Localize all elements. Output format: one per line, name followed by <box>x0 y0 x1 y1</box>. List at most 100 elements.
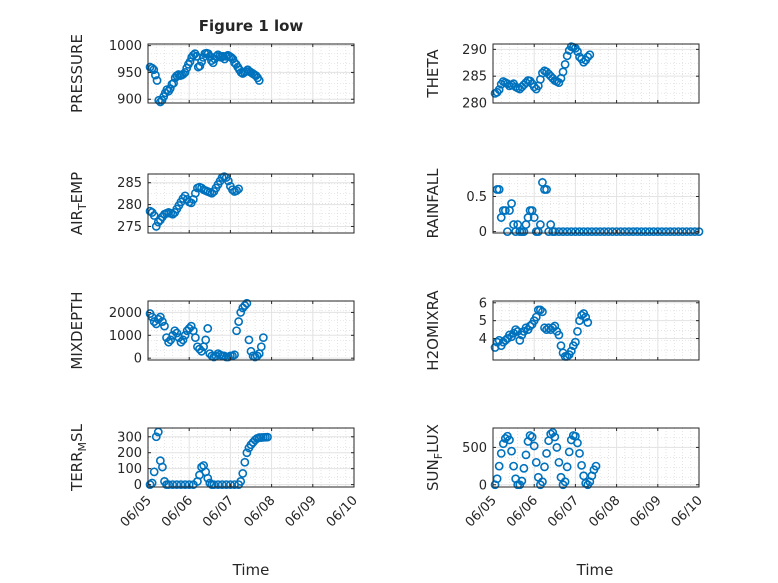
y-tick-label: 1000 <box>109 39 142 54</box>
data-point <box>201 335 211 345</box>
data-point <box>256 342 266 352</box>
data-point <box>180 330 190 340</box>
data-point <box>244 335 254 345</box>
y-tick-label: 0 <box>134 478 142 493</box>
data-point <box>653 227 663 236</box>
data-point <box>240 301 250 310</box>
data-point <box>583 318 593 327</box>
data-point <box>573 47 582 56</box>
data-point <box>169 78 178 88</box>
subplot-0: 900 950 1000 PRESSURE <box>68 34 355 113</box>
data-point <box>521 450 531 460</box>
data-point <box>517 476 527 486</box>
data-point <box>158 462 167 472</box>
data-point <box>620 227 630 236</box>
data-point <box>554 330 564 340</box>
data-point <box>500 206 510 215</box>
data-point <box>203 473 213 483</box>
data-point <box>562 462 572 472</box>
y-axis-label-0: PRESSURE <box>68 34 86 113</box>
y-axis-label-7: SUNFLUX <box>424 424 445 491</box>
data-point <box>529 213 539 222</box>
data-point <box>591 461 601 471</box>
data-point <box>505 330 514 340</box>
y-tick-label: 275 <box>117 220 142 235</box>
data-point <box>669 227 679 236</box>
data-point <box>562 51 572 61</box>
y-tick-label: 1000 <box>109 329 142 344</box>
data-point <box>168 209 178 219</box>
data-point <box>223 176 233 186</box>
data-point <box>550 432 560 442</box>
data-point <box>566 346 576 356</box>
data-point <box>225 480 235 490</box>
data-point <box>180 68 190 77</box>
data-point <box>529 82 539 92</box>
data-point <box>519 463 529 473</box>
y-tick-label: 2000 <box>109 306 142 321</box>
data-point <box>599 227 609 236</box>
data-point <box>172 480 182 490</box>
data-point <box>170 326 180 336</box>
data-point <box>624 227 634 236</box>
data-point <box>180 480 190 490</box>
data-point <box>521 323 531 333</box>
data-point <box>236 477 246 486</box>
data-point <box>209 480 219 490</box>
y-axis-label-2: AIRTEMP <box>68 172 89 235</box>
subplot-1: 280 285 290 THETA <box>424 42 700 112</box>
y-tick-label: 280 <box>117 198 142 213</box>
data-point <box>263 432 272 442</box>
y-tick-label: 950 <box>117 66 142 81</box>
data-point <box>211 351 221 361</box>
data-point <box>232 186 241 196</box>
data-point <box>612 227 621 236</box>
y-axis-label-1: THETA <box>424 49 442 99</box>
data-point <box>575 227 584 236</box>
data-point <box>583 52 593 62</box>
data-point <box>531 457 541 467</box>
axes-box-5 <box>492 300 700 361</box>
data-point <box>228 185 237 195</box>
y-tick-label: 0 <box>479 225 487 240</box>
y-tick-label: 200 <box>117 446 142 461</box>
data-point <box>153 217 163 227</box>
data-point <box>172 328 182 338</box>
data-point <box>608 227 617 236</box>
y-tick-label: 285 <box>117 176 142 191</box>
data-point <box>636 227 646 236</box>
data-point <box>674 227 683 236</box>
data-point <box>240 457 250 467</box>
data-point <box>641 227 650 236</box>
data-point <box>494 85 504 94</box>
data-point <box>575 316 584 326</box>
data-point <box>164 480 173 490</box>
data-point <box>645 227 654 236</box>
axes-box-2 <box>147 173 355 234</box>
axes-box-0 <box>147 43 355 104</box>
subplot-5: 4 5 6 H2OMIXRA <box>424 290 700 371</box>
data-point <box>509 461 518 471</box>
axes-box-7 <box>492 427 700 488</box>
data-point <box>242 448 252 458</box>
figure-title: Figure 1 low <box>199 17 304 35</box>
y-tick-label: 6 <box>479 296 487 311</box>
data-point <box>540 462 549 472</box>
data-point <box>535 305 545 315</box>
data-point <box>178 335 188 345</box>
data-point <box>155 312 165 322</box>
data-point <box>560 477 570 487</box>
data-point <box>661 227 671 236</box>
data-point <box>197 57 206 67</box>
data-point <box>616 227 626 236</box>
data-point <box>583 227 593 236</box>
data-point <box>149 467 159 477</box>
subplot-4: 0 1000 2000 MIXDEPTH <box>68 291 355 370</box>
data-point <box>527 432 537 442</box>
data-point <box>492 474 502 484</box>
data-point <box>176 480 186 490</box>
data-point <box>145 480 155 490</box>
data-point <box>571 337 580 347</box>
data-point <box>149 65 159 75</box>
